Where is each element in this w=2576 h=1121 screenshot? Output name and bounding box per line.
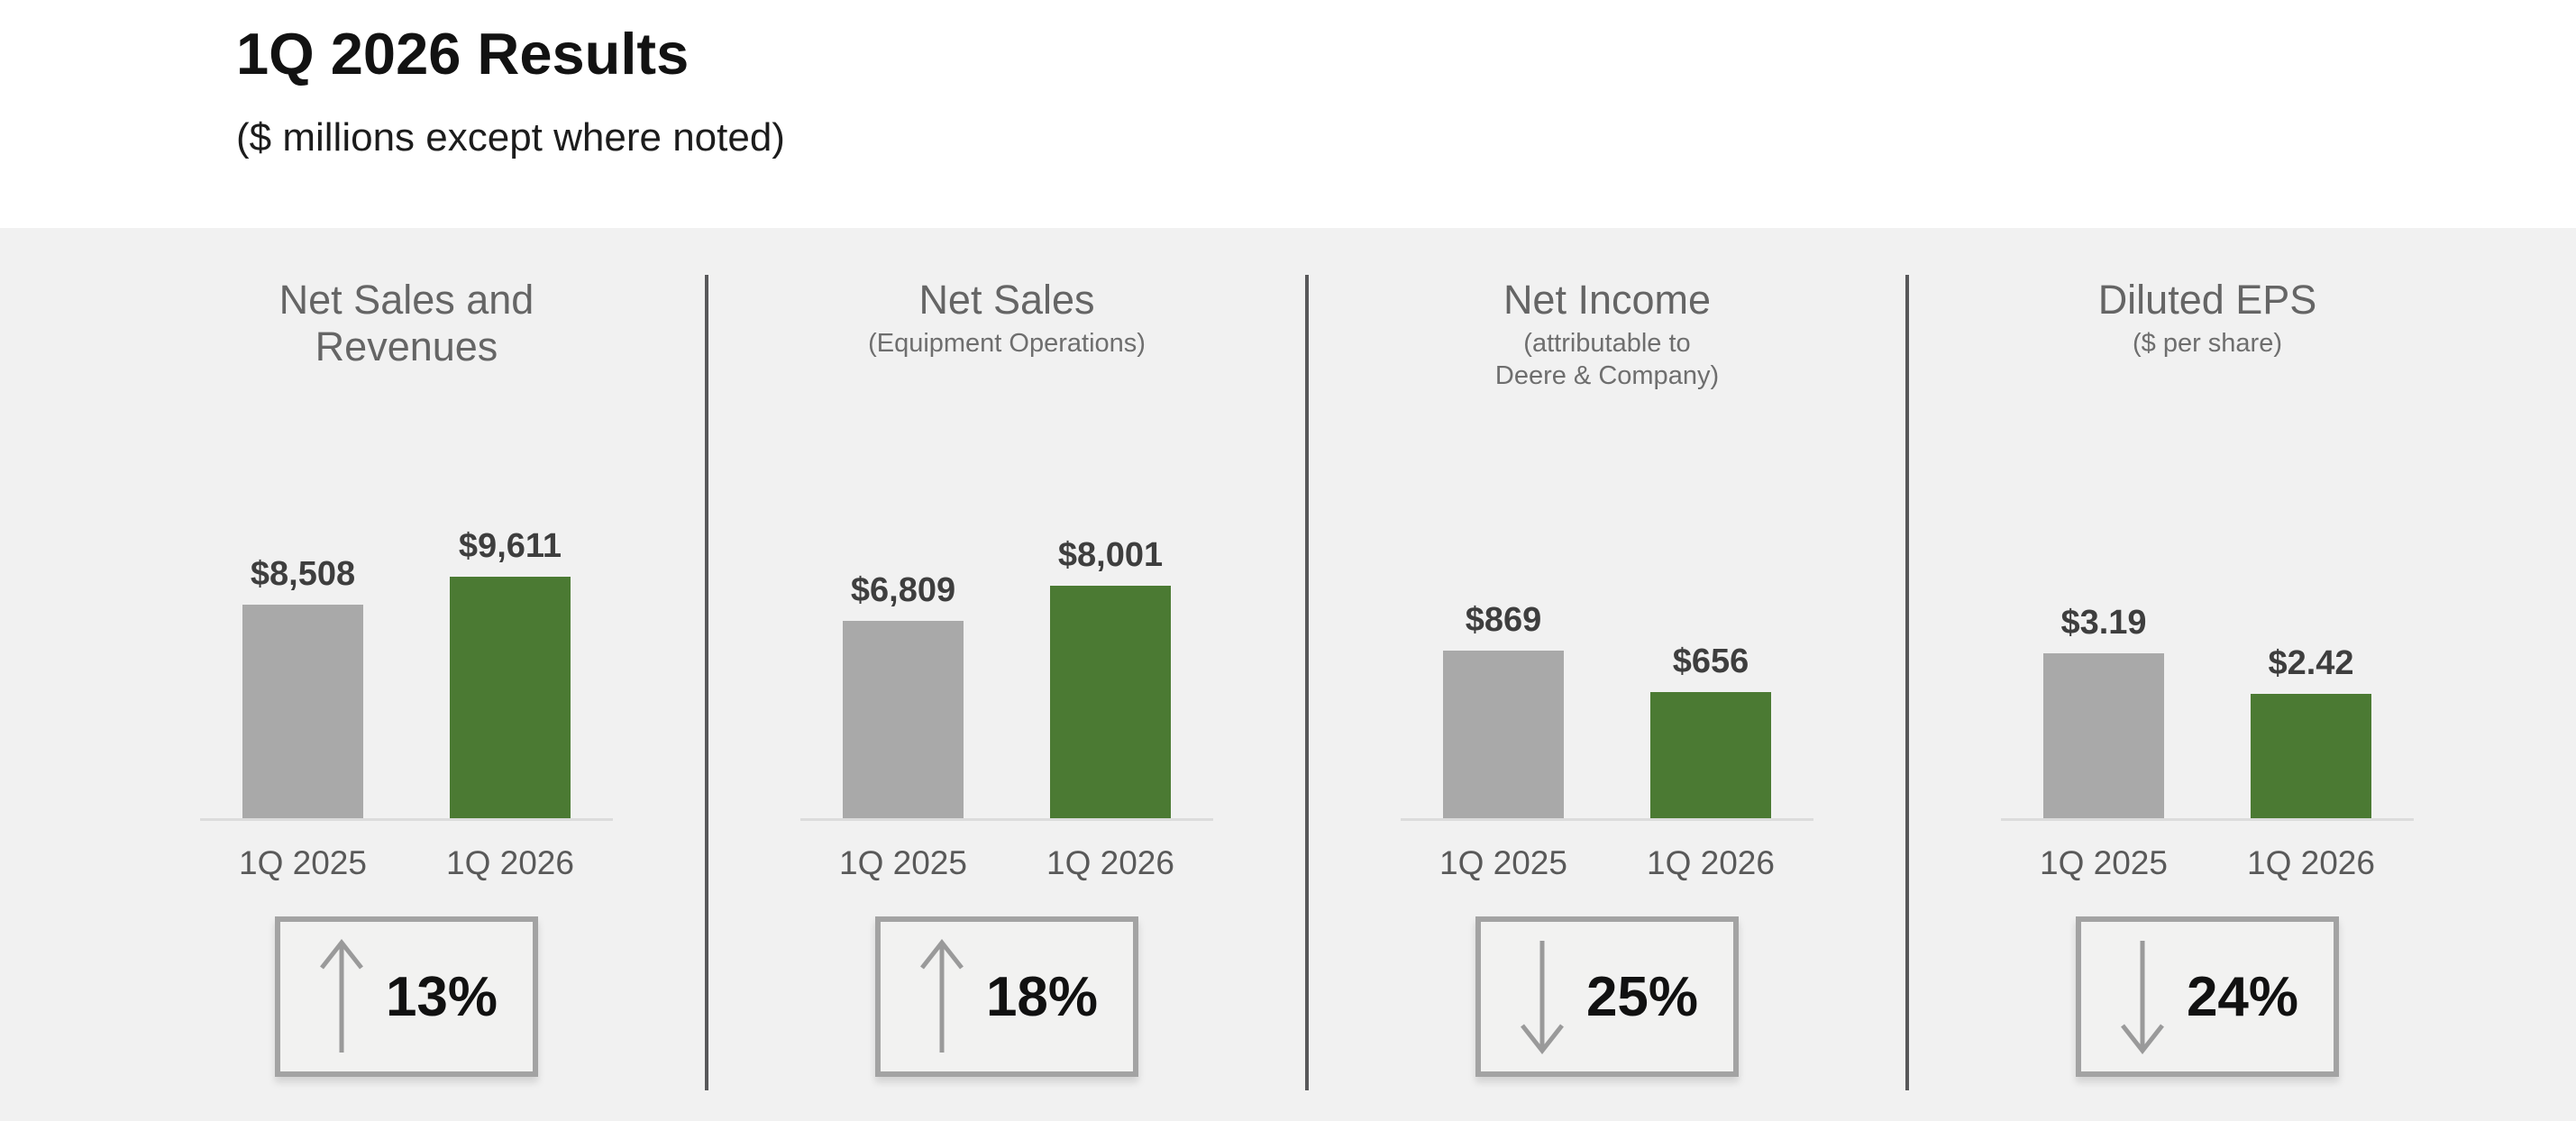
metric-panel: Net Income (attributable to Deere & Compa… [1305,275,1905,1090]
bar-column-1q2025: $8,508 [242,555,363,820]
axis-baseline [800,818,1213,821]
category-label-1q2026: 1Q 2026 [2247,844,2375,881]
page-title: 1Q 2026 Results [236,21,690,87]
bar-value-label: $2.42 [2268,644,2354,682]
change-box: 25% [1475,916,1739,1077]
panel-title-line: Diluted EPS [2097,277,2317,323]
bar-1q2025 [1443,651,1564,820]
bar-value-label: $8,508 [250,555,356,593]
change-box: 13% [275,916,538,1077]
bar-chart: $869 $656 [1309,275,1905,820]
category-label-1q2026: 1Q 2026 [1647,844,1775,881]
change-percent: 24% [2186,965,2299,1028]
panel-subtitle: (Equipment Operations) [708,328,1305,360]
panel-subtitle-line: Deere & Company) [1494,360,1720,390]
change-box: 18% [875,916,1138,1077]
panel-title: Diluted EPS [1909,277,2506,324]
axis-baseline [1401,818,1813,821]
bar-column-1q2025: $869 [1443,601,1564,820]
metric-panel: Net Sales (Equipment Operations) $6,809 … [705,275,1305,1090]
up-arrow-icon [319,938,363,1053]
bar-column-1q2025: $3.19 [2043,604,2164,820]
bar-1q2025 [242,605,363,820]
category-label-1q2025: 1Q 2025 [1439,844,1567,881]
bar-value-label: $6,809 [850,571,956,609]
change-percent: 13% [385,965,498,1028]
panel-title: Net Sales [708,277,1305,324]
category-label-1q2026: 1Q 2026 [446,844,574,881]
category-label-1q2026: 1Q 2026 [1046,844,1174,881]
category-label-1q2025: 1Q 2025 [239,844,367,881]
change-percent: 18% [985,965,1099,1028]
bar-1q2026 [1050,586,1171,820]
category-label-1q2025: 1Q 2025 [2040,844,2168,881]
axis-baseline [2001,818,2414,821]
bar-value-label: $3.19 [2060,604,2147,642]
bar-1q2026 [450,577,571,820]
up-arrow-icon [919,938,964,1053]
change-box: 24% [2076,916,2339,1077]
bar-value-label: $869 [1465,601,1542,639]
bar-column-1q2025: $6,809 [843,571,964,820]
bar-chart: $8,508 $9,611 [108,275,705,820]
panel-header: Net Sales (Equipment Operations) [708,277,1305,360]
panel-title: Net Income [1309,277,1905,324]
down-arrow-icon [1520,941,1564,1055]
panel-subtitle: ($ per share) [1909,328,2506,360]
panel-title: Net Sales and Revenues [108,277,705,370]
panel-header: Net Sales and Revenues [108,277,705,370]
bar-chart: $3.19 $2.42 [1909,275,2506,820]
metric-panel: Diluted EPS ($ per share) $3.19 $2.42 1Q… [1905,275,2506,1090]
axis-baseline [200,818,613,821]
panel-title-line: Net Income [1503,277,1712,323]
bar-1q2025 [2043,653,2164,820]
panel-header: Net Income (attributable to Deere & Compa… [1309,277,1905,392]
category-labels: 1Q 2025 1Q 2026 [708,844,1305,882]
bar-chart: $6,809 $8,001 [708,275,1305,820]
bar-value-label: $9,611 [458,527,562,565]
category-label-1q2025: 1Q 2025 [839,844,967,881]
change-percent: 25% [1585,965,1699,1028]
panel-subtitle: (attributable to Deere & Company) [1309,328,1905,392]
panel-title-line: Net Sales and [279,277,534,323]
page-subtitle: ($ millions except where noted) [236,115,785,159]
category-labels: 1Q 2025 1Q 2026 [1909,844,2506,882]
metric-panel: Net Sales and Revenues $8,508 $9,611 1Q 2… [108,275,705,1090]
bar-value-label: $656 [1672,643,1749,680]
bar-column-1q2026: $656 [1650,643,1771,820]
bar-1q2025 [843,621,964,820]
bar-column-1q2026: $2.42 [2251,644,2371,820]
metric-panels: Net Sales and Revenues $8,508 $9,611 1Q 2… [108,275,2506,1090]
panel-subtitle-line: (attributable to [1523,329,1691,359]
bar-column-1q2026: $8,001 [1050,536,1171,820]
bar-1q2026 [2251,694,2371,820]
bar-value-label: $8,001 [1057,536,1164,574]
panel-header: Diluted EPS ($ per share) [1909,277,2506,360]
category-labels: 1Q 2025 1Q 2026 [108,844,705,882]
panel-subtitle-line: ($ per share) [2132,329,2282,359]
bar-1q2026 [1650,692,1771,820]
panel-title-line: Revenues [315,324,498,370]
slide-header: 1Q 2026 Results ($ millions except where… [0,0,2576,228]
metrics-band: Net Sales and Revenues $8,508 $9,611 1Q 2… [0,228,2576,1121]
down-arrow-icon [2120,941,2164,1055]
bar-column-1q2026: $9,611 [450,527,571,820]
panel-title-line: Net Sales [918,277,1095,323]
category-labels: 1Q 2025 1Q 2026 [1309,844,1905,882]
panel-subtitle-line: (Equipment Operations) [868,329,1146,359]
